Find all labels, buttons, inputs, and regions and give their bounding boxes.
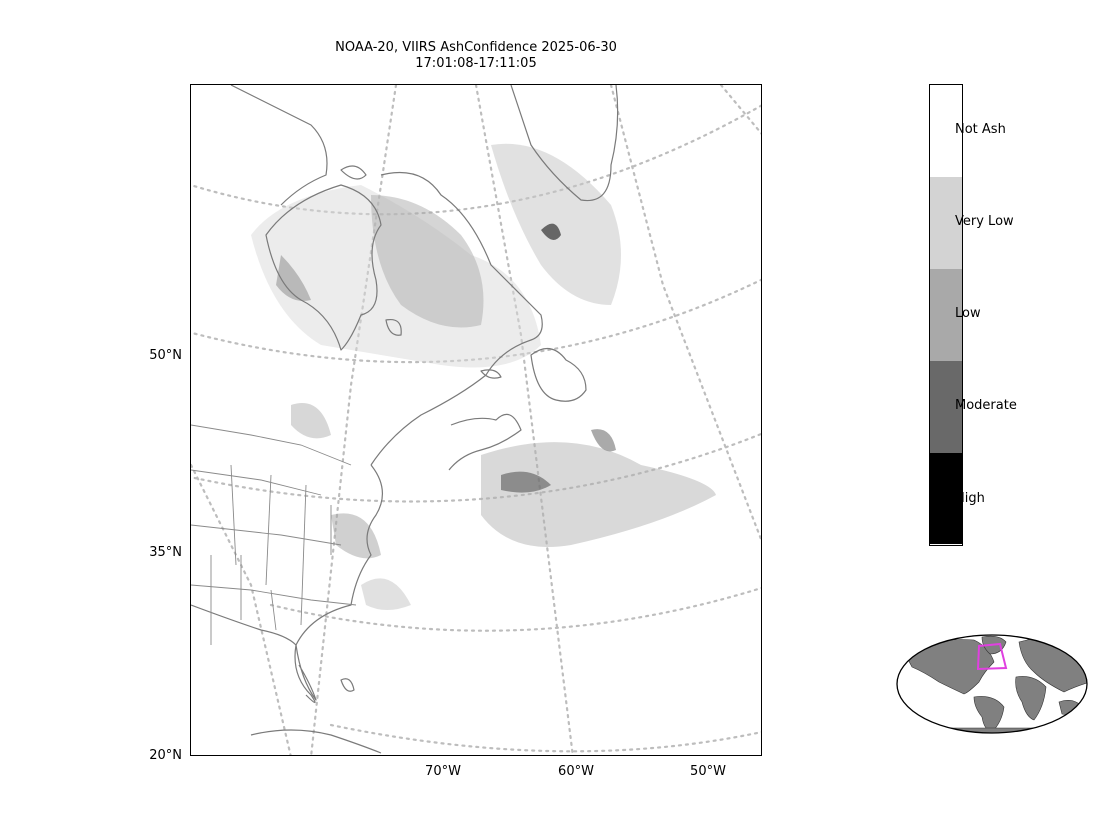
colorbar-segment-moderate	[930, 361, 962, 453]
colorbar-segment-not-ash	[930, 85, 962, 177]
coastline-island	[340, 165, 367, 180]
border-line	[191, 424, 352, 466]
border-line	[191, 469, 322, 496]
coastline-greenland	[510, 85, 619, 202]
colorbar-label-very-low: Very Low	[955, 214, 1014, 229]
ash-patch	[501, 471, 551, 493]
coastline-gulf	[191, 604, 297, 646]
coastlines	[191, 85, 619, 754]
lon-label-70w: 70°W	[425, 764, 461, 779]
coastline-baffin	[230, 85, 328, 206]
ash-patch	[491, 143, 621, 305]
graticule-line	[310, 85, 398, 755]
coastline-florida	[295, 644, 317, 701]
border-line	[191, 584, 357, 606]
map-title-line2: 17:01:08-17:11:05	[415, 56, 537, 71]
ash-patch	[361, 578, 411, 610]
colorbar	[929, 84, 963, 546]
coastline-newfoundland	[530, 348, 587, 402]
graticule-line	[719, 85, 761, 135]
border-line	[265, 474, 272, 586]
lat-label-35n: 35°N	[149, 545, 182, 560]
colorbar-segment-very-low	[930, 177, 962, 269]
map-title: NOAA-20, VIIRS AshConfidence 2025-06-30 …	[246, 40, 706, 72]
coastline-labrador	[370, 171, 543, 466]
graticule-line	[191, 278, 761, 364]
coastline-island	[385, 318, 402, 336]
coastline-cuba	[250, 729, 382, 754]
inset-border	[896, 634, 1088, 734]
graticule-line	[474, 85, 574, 755]
lat-label-50n: 50°N	[149, 348, 182, 363]
inset-antarctica	[897, 727, 1087, 733]
inset-north-america	[903, 639, 995, 695]
graticule	[191, 85, 761, 755]
colorbar-label-low: Low	[955, 306, 981, 321]
graticule-line	[269, 586, 761, 632]
ash-patch	[291, 403, 331, 439]
ash-patch	[371, 195, 484, 328]
ash-patch	[541, 223, 561, 240]
inset-africa	[1015, 676, 1047, 721]
ash-patch	[276, 255, 311, 301]
inset-highlight-region	[976, 642, 1008, 671]
lon-label-60w: 60°W	[558, 764, 594, 779]
coastline-island	[340, 678, 355, 692]
inset-locator-map	[894, 632, 1090, 736]
graticule-line	[191, 463, 292, 755]
map-title-line1: NOAA-20, VIIRS AshConfidence 2025-06-30	[335, 40, 617, 55]
coastline-nova-scotia	[448, 413, 522, 471]
border-line	[300, 484, 307, 626]
lon-label-50w: 50°W	[690, 764, 726, 779]
colorbar-label-moderate: Moderate	[955, 398, 1017, 413]
graticule-line	[191, 104, 761, 216]
graticule-line	[191, 432, 761, 503]
ash-patch	[251, 185, 541, 368]
graticule-line	[609, 85, 761, 543]
graticule-line	[329, 723, 761, 753]
colorbar-segment-low	[930, 269, 962, 361]
ash-patch	[331, 513, 381, 559]
border-line	[191, 524, 342, 546]
colorbar-segment-high	[930, 453, 962, 544]
lat-label-20n: 20°N	[149, 748, 182, 763]
coastline-island	[480, 369, 502, 379]
ash-patch	[481, 442, 716, 547]
border-line	[270, 589, 277, 631]
inset-canvas	[896, 634, 1088, 734]
colorbar-label-not-ash: Not Ash	[955, 122, 1006, 137]
map-canvas	[191, 85, 761, 755]
coastline-east-us	[294, 464, 383, 704]
map-panel	[190, 84, 762, 756]
coastline-hudson-bay	[265, 184, 382, 351]
ash-patch	[591, 429, 616, 452]
colorbar-label-high: High	[955, 491, 985, 506]
border-line	[230, 464, 237, 566]
political-borders	[191, 424, 357, 645]
ash-field	[251, 143, 716, 610]
